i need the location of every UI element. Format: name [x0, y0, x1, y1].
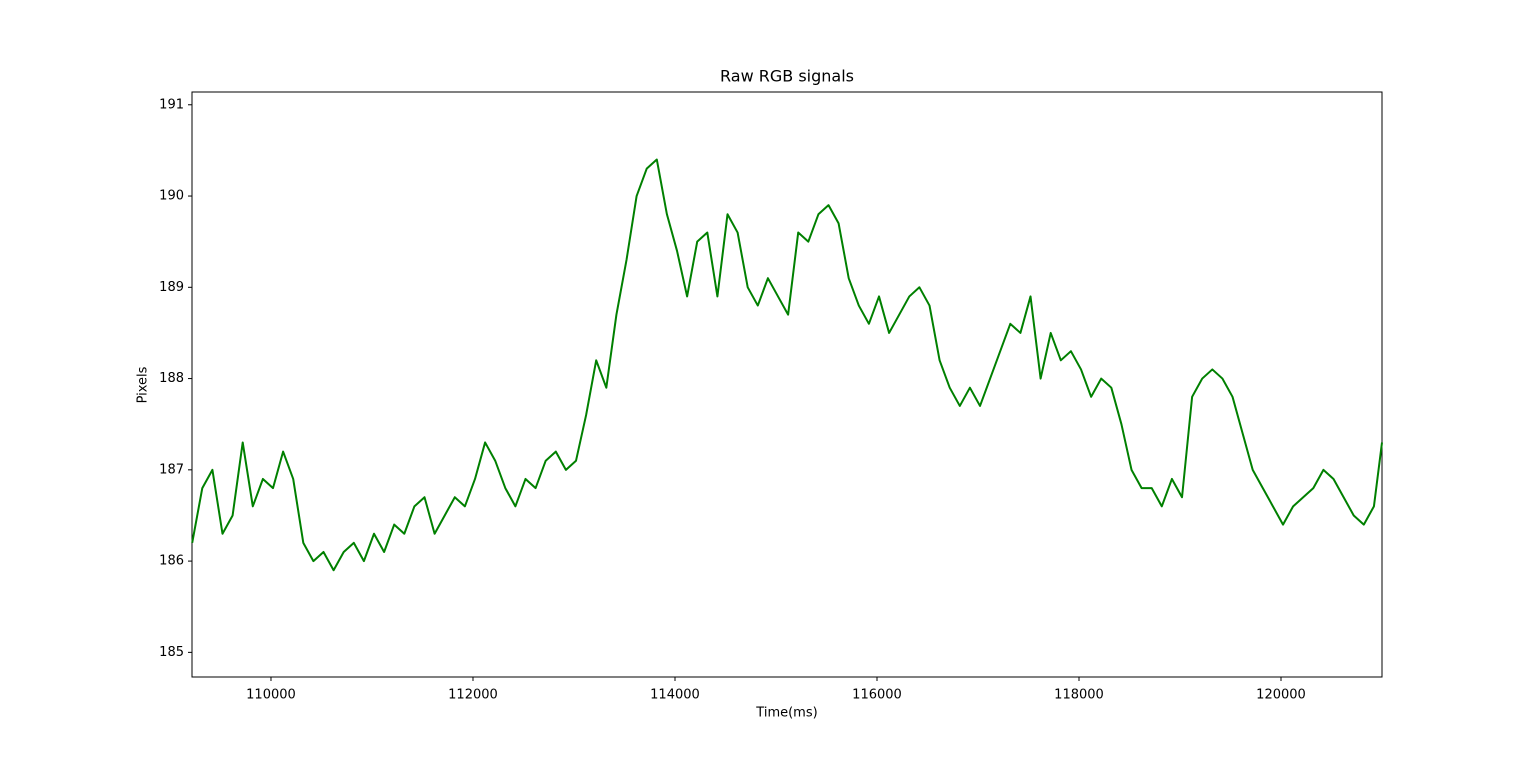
x-axis-label: Time(ms)	[755, 706, 817, 721]
y-tick-label: 190	[159, 189, 184, 204]
x-tick-label: 116000	[852, 688, 902, 703]
x-tick-label: 110000	[246, 688, 296, 703]
x-tick-label: 120000	[1256, 688, 1306, 703]
x-tick-label: 114000	[650, 688, 700, 703]
y-tick-label: 189	[159, 280, 184, 295]
plot-frame	[191, 91, 1383, 678]
data-line	[191, 158, 1383, 572]
y-axis-label: Pixels	[136, 366, 151, 403]
y-tick-label: 186	[159, 554, 184, 569]
y-tick-label: 188	[159, 371, 184, 386]
y-tick-label: 185	[159, 645, 184, 660]
y-tick-label: 191	[159, 97, 184, 112]
x-tick-label: 112000	[448, 688, 498, 703]
y-tick-label: 187	[159, 462, 184, 477]
chart-title: Raw RGB signals	[720, 67, 854, 86]
x-tick-label: 118000	[1054, 688, 1104, 703]
